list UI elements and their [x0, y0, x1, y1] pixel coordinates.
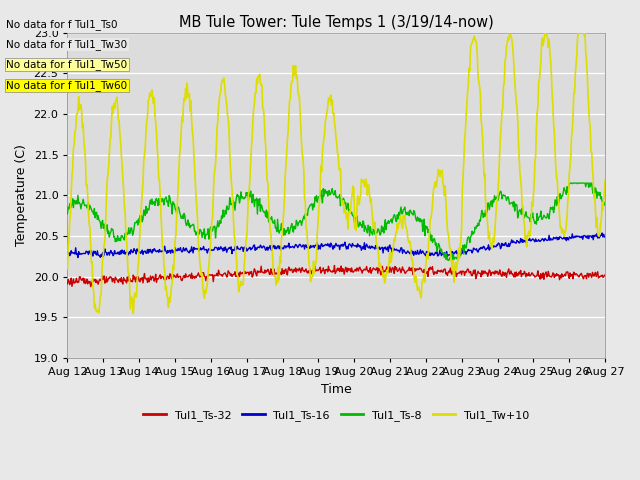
Text: No data for f Tul1_Ts0: No data for f Tul1_Ts0: [6, 19, 118, 30]
Legend: Tul1_Ts-32, Tul1_Ts-16, Tul1_Ts-8, Tul1_Tw+10: Tul1_Ts-32, Tul1_Ts-16, Tul1_Ts-8, Tul1_…: [139, 406, 534, 426]
Text: No data for f Tul1_Tw30: No data for f Tul1_Tw30: [6, 39, 127, 50]
Text: No data for f Tul1_Tw60: No data for f Tul1_Tw60: [6, 80, 127, 91]
Y-axis label: Temperature (C): Temperature (C): [15, 144, 28, 246]
Text: No data for f Tul1_Tw50: No data for f Tul1_Tw50: [6, 60, 127, 71]
Title: MB Tule Tower: Tule Temps 1 (3/19/14-now): MB Tule Tower: Tule Temps 1 (3/19/14-now…: [179, 15, 493, 30]
X-axis label: Time: Time: [321, 383, 352, 396]
